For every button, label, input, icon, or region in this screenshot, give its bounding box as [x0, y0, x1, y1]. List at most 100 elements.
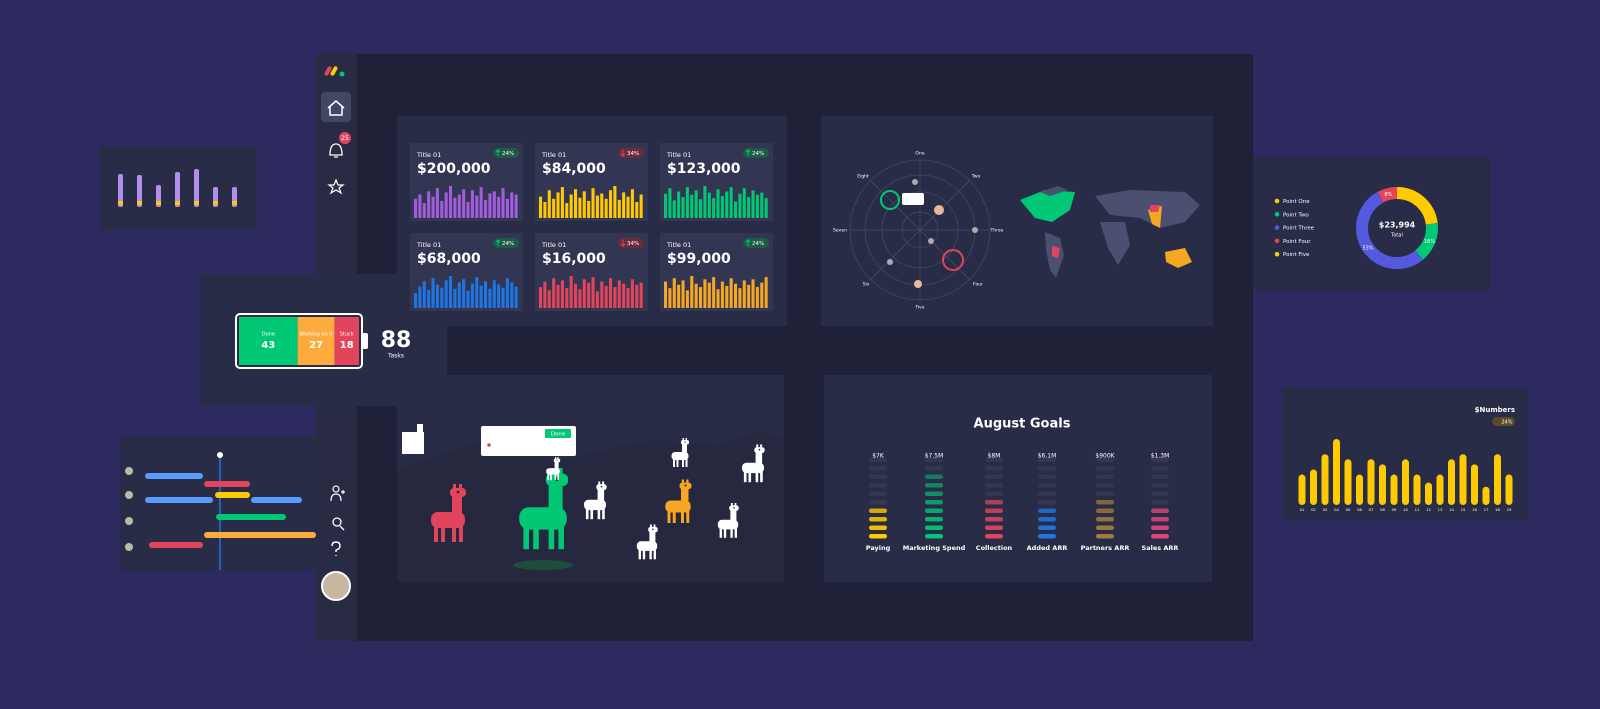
numbers-x-label: 01 — [1300, 507, 1305, 512]
numbers-bar — [1356, 474, 1363, 505]
mini-bar-cap — [137, 201, 142, 205]
llama-scene-part — [487, 443, 491, 447]
radar-markers — [880, 179, 978, 288]
kpi-bar — [600, 193, 604, 218]
gantt-card-part — [204, 481, 250, 487]
home-icon[interactable] — [327, 100, 345, 116]
numbers-bar — [1505, 474, 1513, 505]
kpi-bar — [514, 286, 518, 308]
goal-label: Partners ARR — [1081, 544, 1130, 552]
goal-slot-filled — [985, 517, 1003, 522]
kpi-badge — [493, 238, 519, 248]
star-icon[interactable] — [327, 178, 345, 195]
kpi-bar — [475, 195, 479, 218]
kpi-bar — [755, 194, 759, 218]
goal-slot-filled — [1038, 517, 1056, 522]
kpi-bar — [560, 187, 564, 218]
tasks-total: 88 — [381, 328, 412, 353]
numbers-bar — [1333, 439, 1340, 505]
numbers-x-label: 16 — [1472, 507, 1477, 512]
kpi-bar — [560, 280, 564, 308]
mini-bar — [118, 174, 123, 207]
goal-label: Sales ARR — [1142, 544, 1179, 552]
kpi-bar — [664, 193, 668, 218]
kpi-bar — [453, 197, 457, 218]
llama-scene-part — [417, 424, 423, 454]
gantt-card-part — [149, 542, 203, 548]
goal-slot-filled — [985, 534, 1003, 539]
kpi-bar — [547, 290, 551, 308]
numbers-x-label: 04 — [1334, 507, 1339, 512]
goal-slot-filled — [1096, 525, 1114, 530]
kpi-bar — [501, 287, 505, 308]
kpi-bar — [591, 188, 595, 218]
legend-dot — [1274, 225, 1280, 230]
kpi-title: Title 01 — [416, 241, 441, 249]
kpi-value: $200,000 — [417, 161, 491, 177]
kpi-bar — [578, 197, 582, 218]
kpi-bar — [431, 278, 435, 308]
kpi-bar — [578, 289, 582, 308]
goal-slot — [1151, 500, 1169, 505]
kpi-bar — [569, 194, 573, 218]
goal-slot-filled — [925, 491, 943, 496]
goal-slot-filled — [1038, 508, 1056, 513]
goal-slot — [985, 457, 1003, 462]
kpi-bar — [414, 198, 418, 218]
home-button[interactable] — [321, 92, 351, 122]
radar-markers-part — [914, 280, 922, 288]
kpi-change: 24% — [502, 151, 514, 157]
kpi-bar — [574, 283, 578, 308]
kpi-value: $84,000 — [542, 161, 606, 177]
goal-label: Paying — [866, 544, 891, 552]
goal-slot-filled — [1096, 500, 1114, 505]
goal-slot-filled — [1151, 534, 1169, 539]
status-count: 18 — [340, 340, 354, 351]
kpi-bar — [488, 288, 492, 308]
numbers-x-label: 15 — [1461, 507, 1466, 512]
kpi-bar — [427, 289, 431, 308]
goal-slot — [869, 483, 887, 488]
avatar[interactable] — [321, 571, 351, 601]
invite-icon[interactable] — [330, 485, 345, 502]
kpi-bar — [613, 186, 617, 218]
kpi-bar — [595, 195, 599, 218]
goal-slot — [869, 500, 887, 505]
goal-slot-filled — [1038, 525, 1056, 530]
kpi-bar — [604, 198, 608, 218]
kpi-bar — [492, 280, 496, 308]
kpi-bar — [685, 187, 689, 218]
goal-slot — [869, 457, 887, 462]
help-icon[interactable] — [331, 541, 341, 556]
goal-slot — [985, 474, 1003, 479]
bell-icon[interactable] — [329, 143, 343, 158]
numbers-bar — [1436, 474, 1444, 505]
radar-markers-part — [880, 190, 900, 210]
kpi-title: Title 01 — [416, 151, 441, 159]
kpi-bar — [725, 285, 729, 308]
legend-label: Point Five — [1283, 252, 1310, 258]
kpi-bar — [505, 198, 509, 218]
kpi-bar — [565, 288, 569, 308]
kpi-bar — [422, 203, 426, 218]
donut-total-label: Total — [1390, 233, 1403, 239]
radar-markers-part — [928, 238, 934, 244]
kpi-bar — [672, 200, 676, 218]
kpi-change: 24% — [752, 151, 764, 157]
kpi-bar — [751, 190, 755, 218]
kpi-bar — [422, 281, 426, 308]
battery-nub — [362, 333, 368, 349]
tooltip-title: Landing page design — [487, 432, 545, 438]
kpi-bar — [681, 280, 685, 308]
goal-slot — [985, 491, 1003, 496]
search-icon[interactable] — [332, 517, 345, 531]
gantt-card-part — [125, 517, 133, 525]
radar-markers-part — [942, 249, 964, 271]
numbers-x-label: 07 — [1369, 507, 1374, 512]
radar-grid-part — [869, 179, 971, 281]
numbers-x-label: 05 — [1346, 507, 1351, 512]
kpi-badge — [493, 148, 519, 158]
numbers-bar — [1367, 459, 1375, 505]
kpi-bar — [475, 277, 479, 308]
